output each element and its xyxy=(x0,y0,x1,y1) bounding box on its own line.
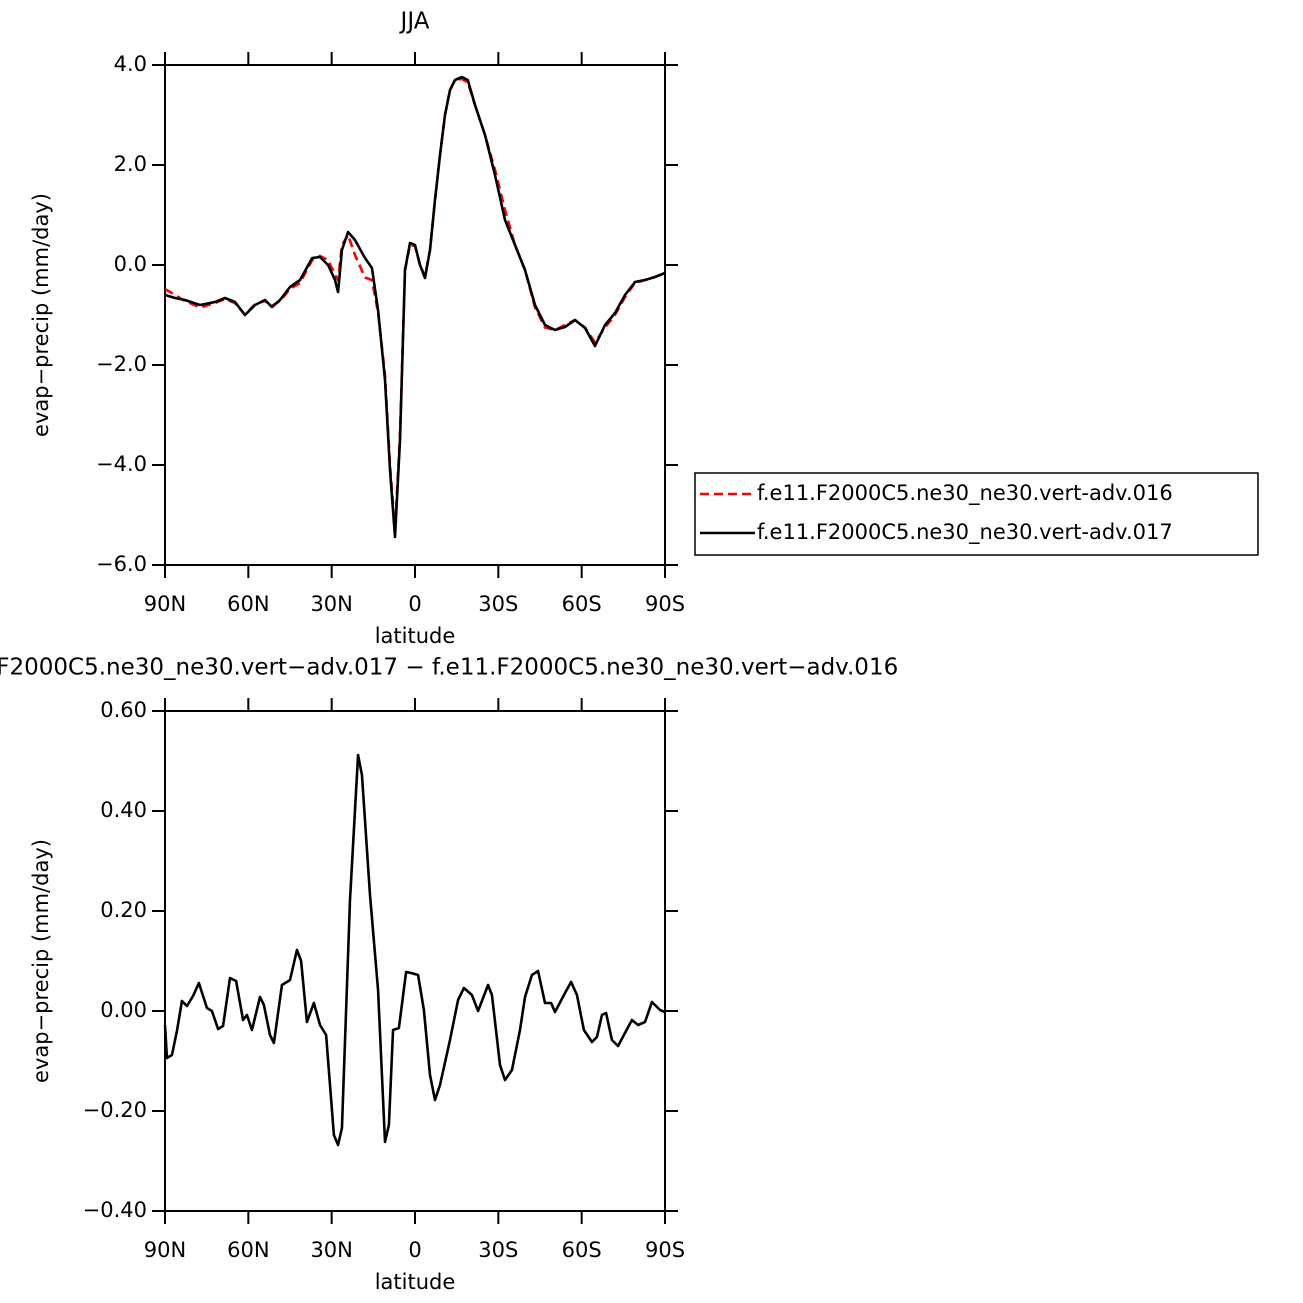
y-tick-label: −6.0 xyxy=(96,552,147,576)
data-line xyxy=(164,75,666,539)
y-tick-label: 4.0 xyxy=(114,52,147,76)
x-tick-label: 0 xyxy=(408,592,421,616)
y-tick-label: −4.0 xyxy=(96,452,147,476)
y-tick-label: 2.0 xyxy=(114,152,147,176)
plot-frame xyxy=(164,710,666,1212)
y-tick-label: 0.60 xyxy=(100,698,147,722)
x-tick-label: 0 xyxy=(408,1238,421,1262)
x-tick-label: 60S xyxy=(562,592,602,616)
y-tick-label: 0.20 xyxy=(100,898,147,922)
chart-title: f.e11.F2000C5.ne30_ne30.vert−adv.017 − f… xyxy=(0,655,898,681)
x-tick-label: 90S xyxy=(645,592,685,616)
x-tick-label: 30S xyxy=(478,1238,518,1262)
legend-label: f.e11.F2000C5.ne30_ne30.vert-adv.016 xyxy=(757,481,1173,506)
y-axis-label: evap−precip (mm/day) xyxy=(29,193,53,437)
x-tick-label: 30N xyxy=(310,1238,352,1262)
plot-frame xyxy=(164,64,666,566)
y-axis-label: evap−precip (mm/day) xyxy=(29,839,53,1083)
x-tick-label: 60N xyxy=(227,592,269,616)
y-tick-label: 0.40 xyxy=(100,798,147,822)
y-tick-label: −0.20 xyxy=(83,1098,147,1122)
data-line xyxy=(163,753,666,1147)
y-tick-label: 0.00 xyxy=(100,998,147,1022)
y-tick-label: 0.0 xyxy=(114,252,147,276)
x-axis-label: latitude xyxy=(375,624,456,648)
x-tick-label: 90N xyxy=(144,592,186,616)
x-tick-label: 30N xyxy=(310,592,352,616)
x-tick-label: 90S xyxy=(645,1238,685,1262)
legend-box xyxy=(694,472,1259,556)
y-tick-label: −2.0 xyxy=(96,352,147,376)
x-tick-label: 90N xyxy=(144,1238,186,1262)
x-tick-label: 30S xyxy=(478,592,518,616)
x-tick-label: 60N xyxy=(227,1238,269,1262)
x-axis-label: latitude xyxy=(375,1270,456,1294)
legend-label: f.e11.F2000C5.ne30_ne30.vert-adv.017 xyxy=(757,520,1173,545)
x-tick-label: 60S xyxy=(562,1238,602,1262)
chart-title: JJA xyxy=(399,9,430,35)
y-tick-label: −0.40 xyxy=(83,1198,147,1222)
data-line xyxy=(164,77,666,532)
